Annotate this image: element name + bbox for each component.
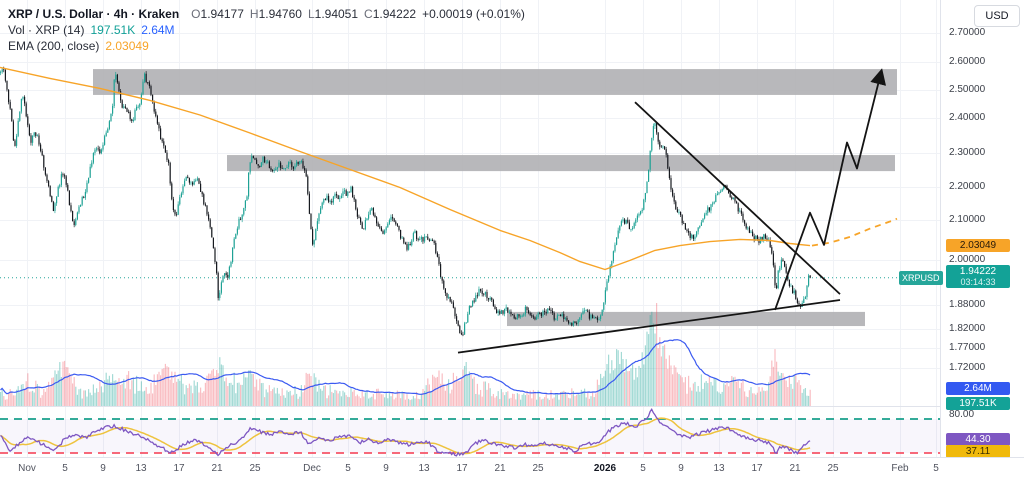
- time-tick-label: 25: [532, 463, 544, 474]
- time-tick-label: Nov: [18, 463, 36, 474]
- time-tick-label: 2026: [593, 463, 617, 474]
- time-tick-label: 5: [933, 463, 939, 474]
- open-label: O: [191, 7, 201, 21]
- price-tick-label: 2.00000: [949, 254, 986, 265]
- ema-line: [0, 66, 898, 271]
- price-tick-label: 2.40000: [949, 112, 986, 123]
- open-value: 1.94177: [200, 7, 244, 21]
- ema-indicator-label: EMA (200, close): [8, 39, 100, 53]
- time-tick-label: 9: [100, 463, 106, 474]
- price-tick-label: 1.82000: [949, 323, 986, 334]
- candles: [0, 66, 811, 337]
- supply-demand-zones[interactable]: [93, 69, 897, 327]
- legend-ema-row[interactable]: EMA (200, close) 2.03049: [8, 38, 525, 54]
- volume-ma-badge: 2.64M: [946, 382, 1010, 395]
- time-tick-label: 13: [713, 463, 725, 474]
- volume-ma: [0, 339, 811, 395]
- time-tick-label: 13: [418, 463, 430, 474]
- ema-value: 2.03049: [105, 39, 149, 53]
- low-value: 1.94051: [314, 7, 359, 21]
- supply-demand-zone[interactable]: [93, 69, 897, 95]
- time-tick-label: 5: [345, 463, 351, 474]
- legend-volume-row[interactable]: Vol · XRP (14) 197.51K 2.64M: [8, 22, 525, 38]
- price-change: +0.00019 (+0.01%): [422, 7, 525, 21]
- volume-bars: [0, 303, 811, 406]
- volume-badge: 197.51K: [946, 397, 1010, 410]
- time-tick-label: 25: [827, 463, 839, 474]
- rsi-ma-badge: 37.11: [946, 445, 1010, 458]
- price-tick-label: 2.70000: [949, 27, 986, 38]
- price-axis[interactable]: 2.70000 2.60000 2.50000 2.40000 2.30000 2.200…: [899, 0, 1024, 458]
- price-tick-label: 1.72000: [949, 362, 986, 373]
- time-tick-label: 21: [789, 463, 801, 474]
- price-projection[interactable]: [774, 68, 887, 311]
- time-axis[interactable]: Nov 5 9 13 17 21 25 Dec 5 9 13 17 21 25 2026 5 9 13 17 21 25…: [0, 457, 1024, 481]
- time-tick-label: 9: [383, 463, 389, 474]
- volume-ma-line: [0, 339, 811, 395]
- rsi-tick-label: 80.00: [949, 409, 975, 420]
- time-tick-label: Dec: [303, 463, 321, 474]
- time-tick-label: Feb: [891, 463, 909, 474]
- supply-demand-zone[interactable]: [507, 311, 865, 327]
- price-tick-label: 2.60000: [949, 56, 986, 67]
- volume-value: 197.51K: [90, 23, 136, 37]
- time-tick-label: 21: [494, 463, 506, 474]
- rsi-line: [0, 408, 811, 457]
- price-tick-label: 1.88000: [949, 299, 986, 310]
- time-tick-label: 17: [456, 463, 468, 474]
- supply-demand-zone[interactable]: [227, 155, 895, 172]
- time-tick-label: 13: [135, 463, 147, 474]
- symbol-title: XRP / U.S. Dollar · 4h · Kraken: [8, 7, 180, 21]
- price-tick-label: 1.77000: [949, 342, 986, 353]
- trendline[interactable]: [634, 101, 841, 295]
- bar-countdown: 03:14:33: [960, 277, 996, 287]
- chart-legend: XRP / U.S. Dollar · 4h · Kraken O1.94177 H…: [8, 6, 525, 54]
- ema-projection-dashed: [811, 217, 898, 247]
- price-tick-label: 2.10000: [949, 214, 986, 225]
- last-price-badge: 1.94222 03:14:33: [946, 265, 1010, 288]
- projection-arrow[interactable]: [774, 68, 887, 311]
- close-value: 1.94222: [372, 7, 417, 21]
- badge-value: 1.94222: [959, 266, 997, 277]
- ema-value-badge: 2.03049: [946, 239, 1010, 252]
- price-tick-label: 2.30000: [949, 147, 986, 158]
- volume-indicator-label: Vol · XRP (14): [8, 23, 85, 37]
- time-tick-label: 5: [640, 463, 646, 474]
- volume-ma-value: 2.64M: [141, 23, 175, 37]
- high-label: H: [249, 7, 259, 21]
- close-label: C: [364, 7, 373, 21]
- high-value: 1.94760: [258, 7, 302, 21]
- low-label: L: [307, 7, 315, 21]
- rsi-ma-line: [0, 417, 811, 455]
- rsi-lines: [0, 408, 811, 457]
- time-tick-label: 5: [62, 463, 68, 474]
- currency-toggle-button[interactable]: USD: [974, 5, 1020, 27]
- time-tick-label: 17: [173, 463, 185, 474]
- symbol-price-label: XRPUSD: [899, 271, 943, 285]
- time-tick-label: 25: [249, 463, 261, 474]
- time-tick-label: 21: [211, 463, 223, 474]
- time-tick-label: 17: [751, 463, 763, 474]
- legend-symbol-row[interactable]: XRP / U.S. Dollar · 4h · Kraken O1.94177 H…: [8, 6, 525, 22]
- time-tick-label: 9: [678, 463, 684, 474]
- rsi-badge: 44.30: [946, 433, 1010, 446]
- price-tick-label: 2.50000: [949, 84, 986, 95]
- price-tick-label: 2.20000: [949, 181, 986, 192]
